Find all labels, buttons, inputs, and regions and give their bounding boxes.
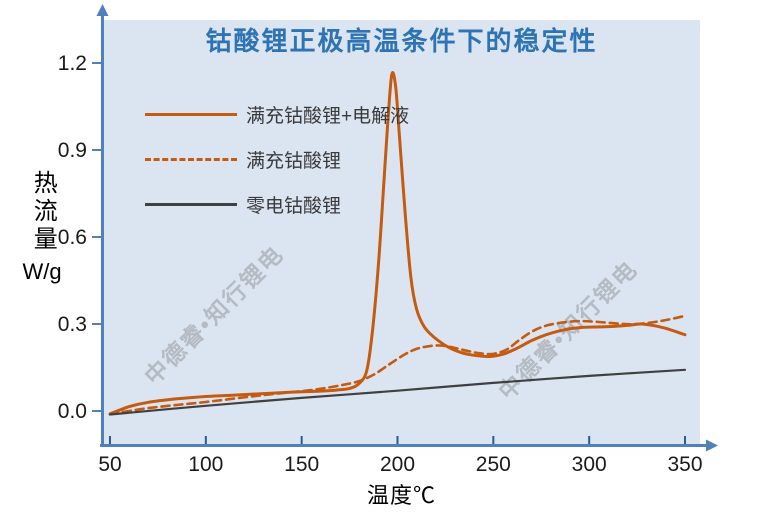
legend: 满充钴酸锂+电解液 满充钴酸锂 零电钴酸锂 xyxy=(145,99,409,234)
y-tick-label: 0.3 xyxy=(58,313,87,336)
x-tick-label: 250 xyxy=(476,453,511,476)
legend-label: 零电钴酸锂 xyxy=(246,196,342,217)
y-axis-arrow-icon xyxy=(96,4,109,16)
solid-orange-line-icon xyxy=(145,113,237,116)
legend-label: 满充钴酸锂+电解液 xyxy=(246,106,410,127)
y-tick-label: 0.6 xyxy=(58,226,87,249)
y-tick-label: 1.2 xyxy=(58,52,87,75)
x-axis-label: 温度℃ xyxy=(366,483,436,508)
series-layer xyxy=(108,71,687,416)
x-tick-label: 50 xyxy=(98,453,121,476)
chart-title: 钴酸锂正极高温条件下的稳定性 xyxy=(205,26,598,56)
y-axis-unit: W/g xyxy=(22,259,62,284)
legend-item-full-charge: 满充钴酸锂 xyxy=(145,144,409,175)
y-axis-label-text: 热流量 xyxy=(29,170,57,254)
y-axis-label: 热流量 W/g xyxy=(16,170,68,285)
dark-line-icon xyxy=(145,203,237,206)
legend-item-zero-charge: 零电钴酸锂 xyxy=(145,189,409,220)
x-tick-label: 150 xyxy=(284,453,319,476)
y-tick-label: 0.0 xyxy=(58,400,87,423)
x-tick-label: 200 xyxy=(380,453,415,476)
dashed-orange-line-icon xyxy=(145,158,237,161)
legend-label: 满充钴酸锂 xyxy=(246,151,342,172)
x-axis-arrow-icon xyxy=(706,439,718,452)
x-tick-label: 100 xyxy=(188,453,223,476)
tick-layer: 50 100 150 200 250 300 350 0.0 0.3 0.6 0.9 1.2 xyxy=(58,52,703,476)
legend-item-full-charge-electrolyte: 满充钴酸锂+电解液 xyxy=(145,99,409,130)
x-tick-label: 350 xyxy=(667,453,702,476)
series-line-2 xyxy=(108,368,687,416)
x-tick-label: 300 xyxy=(572,453,607,476)
y-tick-label: 0.9 xyxy=(58,139,87,162)
axes xyxy=(96,4,718,452)
